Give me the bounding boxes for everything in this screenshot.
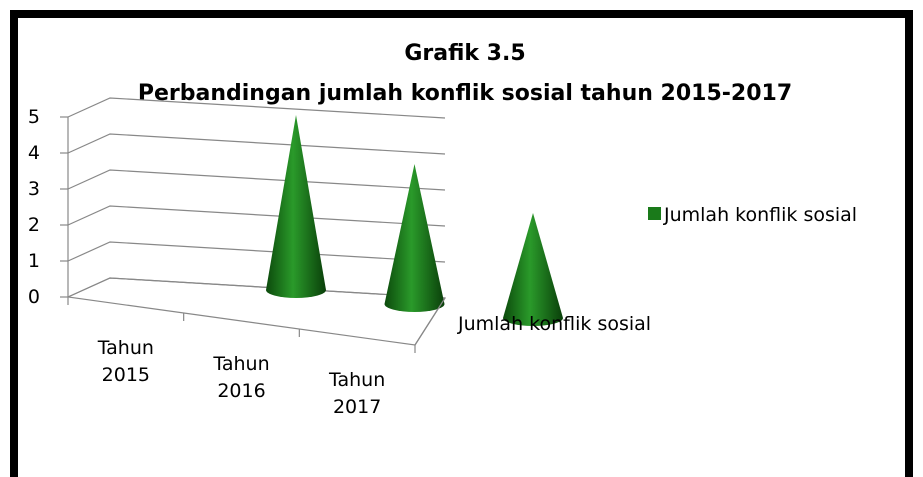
depth-label: Jumlah konflik sosial <box>457 313 651 335</box>
chart-subtitle: Perbandingan jumlah konflik sosial tahun… <box>138 81 792 106</box>
y-tick-label: 4 <box>28 142 40 164</box>
cone <box>503 213 563 326</box>
y-tick-label: 2 <box>28 214 40 236</box>
y-tick-label: 5 <box>28 106 40 128</box>
grid-line <box>67 169 446 191</box>
grid-line <box>67 205 446 227</box>
y-tick-label: 3 <box>28 178 40 200</box>
legend-swatch <box>648 207 661 220</box>
x-tick-label: Tahun 2015 <box>97 337 154 386</box>
grid-line <box>67 97 446 119</box>
chart-title: Grafik 3.5 <box>404 41 525 66</box>
x-tick-label: Tahun 2016 <box>213 353 270 402</box>
cone <box>266 115 326 298</box>
grid-line <box>67 133 446 155</box>
y-tick-label: 0 <box>28 286 40 308</box>
legend-label: Jumlah konflik sosial <box>663 204 857 226</box>
x-tick-label: Tahun 2017 <box>329 369 386 418</box>
y-tick-label: 1 <box>28 250 40 272</box>
grid-line <box>67 277 446 299</box>
depth-axis <box>414 297 446 346</box>
grid-line <box>67 241 446 263</box>
cone <box>384 164 445 312</box>
